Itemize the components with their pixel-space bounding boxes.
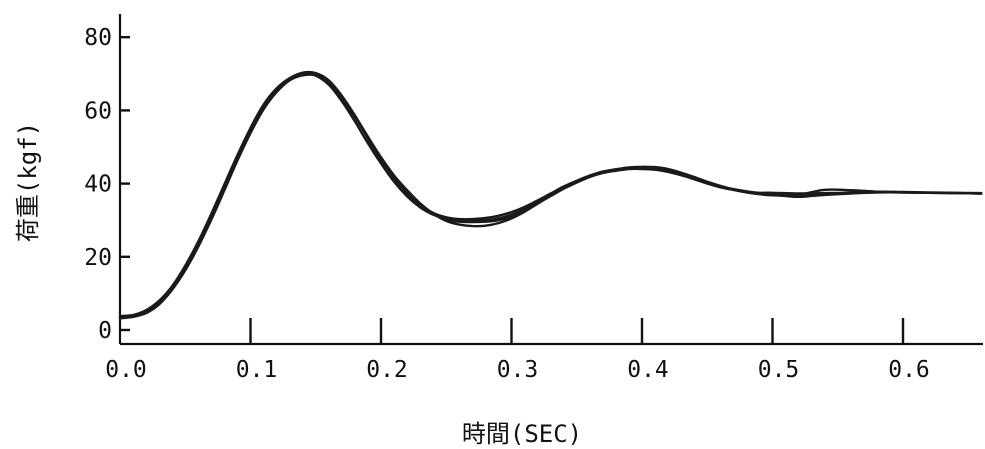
load-trace-4 bbox=[118, 72, 983, 318]
x-tick-label: 0.4 bbox=[627, 357, 669, 383]
axes bbox=[118, 14, 983, 346]
y-tick-label: 80 bbox=[84, 25, 112, 51]
x-tick-label: 0.1 bbox=[236, 357, 278, 383]
x-tick-label: 0.3 bbox=[497, 357, 539, 383]
x-tick-label: 0.0 bbox=[105, 357, 147, 383]
x-tick-label: 0.2 bbox=[366, 357, 408, 383]
y-tick-label: 0 bbox=[98, 318, 112, 344]
x-tick-label: 0.6 bbox=[888, 357, 930, 383]
y-tick-label: 40 bbox=[84, 172, 112, 198]
x-axis-title: 時間(SEC) bbox=[462, 420, 582, 448]
y-tick-label: 60 bbox=[84, 98, 112, 124]
x-tick-label: 0.5 bbox=[758, 357, 800, 383]
series-group bbox=[118, 70, 983, 320]
x-ticks: 0.0 0.1 0.2 0.3 0.4 0.5 0.6 bbox=[105, 318, 930, 383]
y-axis-title: 荷重(kgf) bbox=[14, 122, 42, 242]
y-tick-label: 20 bbox=[84, 245, 112, 271]
y-ticks: 0 20 40 60 80 bbox=[84, 25, 130, 344]
